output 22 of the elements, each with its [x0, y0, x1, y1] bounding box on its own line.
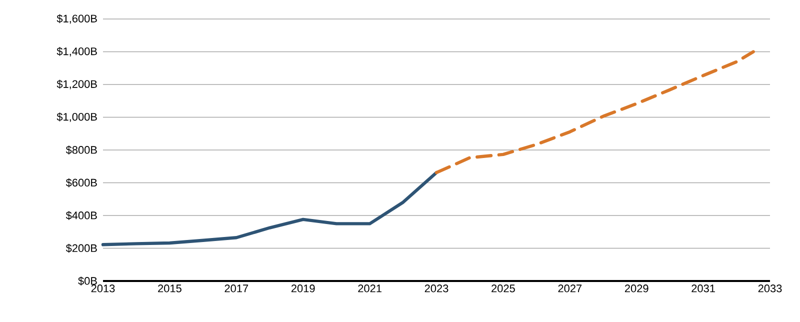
- y-tick-label: $600B: [66, 178, 97, 188]
- y-tick-label: $1,400B: [56, 46, 97, 57]
- x-tick-label: 2015: [158, 284, 182, 292]
- line-series: [101, 171, 438, 246]
- y-tick-label: $400B: [66, 211, 97, 220]
- y-tick-label: $1,600B: [56, 14, 97, 24]
- line-series: [434, 50, 755, 174]
- y-tick-label: $1,200B: [56, 80, 97, 90]
- x-tick-label: 2031: [692, 284, 715, 292]
- x-tick-label: 2027: [558, 284, 582, 292]
- x-tick-label: 2025: [492, 284, 515, 292]
- x-tick-label: 2023: [424, 284, 448, 292]
- y-tick-label: $200B: [66, 244, 97, 253]
- x-tick-label: 2019: [291, 284, 315, 292]
- y-tick-label: $1,000B: [56, 112, 97, 122]
- x-tick-label: 2029: [624, 284, 648, 292]
- y-tick-label: $800B: [66, 146, 97, 154]
- y-tick-label: $0B: [78, 276, 97, 286]
- x-tick-label: 2021: [358, 284, 382, 292]
- x-tick-label: 2033: [758, 284, 782, 292]
- x-tick-label: 2013: [91, 284, 115, 292]
- x-tick-label: 2017: [224, 284, 248, 292]
